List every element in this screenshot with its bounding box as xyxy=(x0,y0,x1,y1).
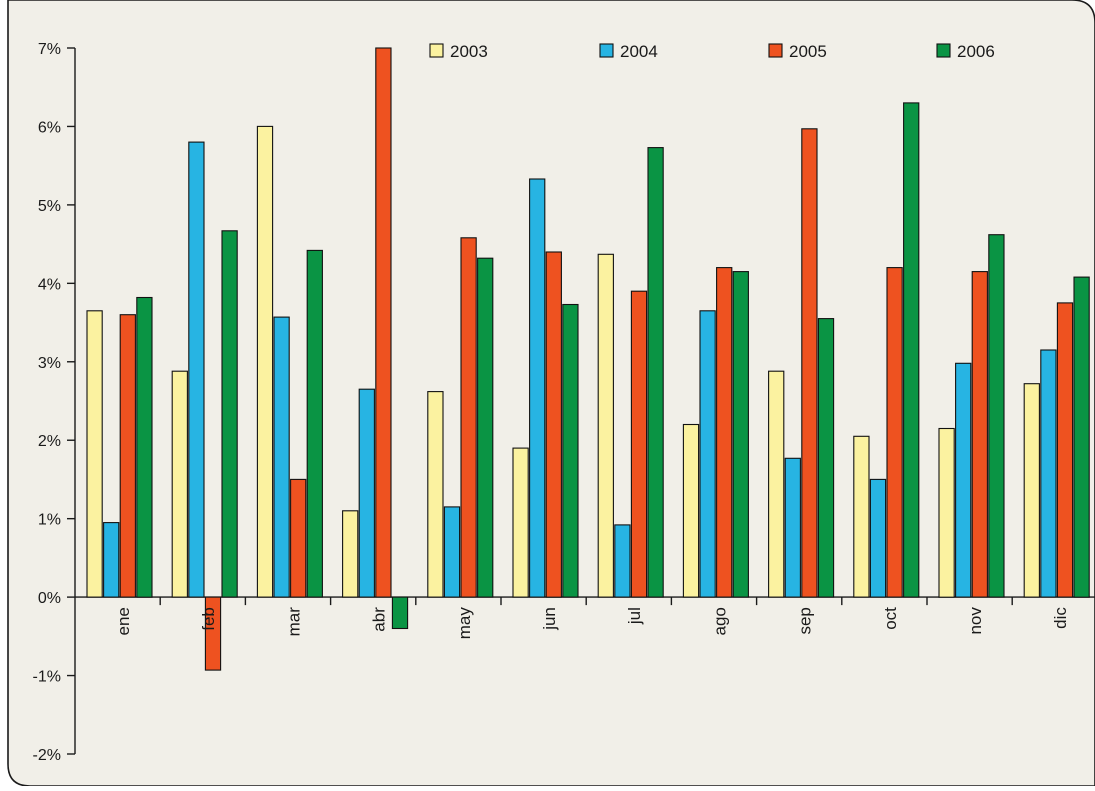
legend-item-2004: 2004 xyxy=(599,42,658,61)
bar-ago-2006 xyxy=(732,271,749,598)
bar-abr-2006 xyxy=(391,596,409,630)
bar-oct-2005 xyxy=(886,267,903,598)
legend-label: 2005 xyxy=(789,42,827,61)
x-category-label: feb xyxy=(199,607,218,631)
legend-label: 2006 xyxy=(957,42,995,61)
bar-ene-2005 xyxy=(119,314,136,598)
x-category-label: dic xyxy=(1051,607,1070,629)
bar-feb-2004 xyxy=(188,141,205,598)
bar-feb-2005 xyxy=(204,596,222,671)
bar-jun-2005 xyxy=(545,251,562,598)
x-category-label: abr xyxy=(370,607,389,632)
bar-abr-2005 xyxy=(375,47,392,598)
bar-mar-2006 xyxy=(306,249,323,598)
x-category-label: oct xyxy=(881,607,900,630)
axes xyxy=(67,47,1095,755)
y-tick-label: 5% xyxy=(38,198,61,215)
bar-ago-2003 xyxy=(682,423,700,598)
legend-label: 2004 xyxy=(620,42,658,61)
bar-oct-2006 xyxy=(903,102,920,598)
y-tick-label: -2% xyxy=(33,747,61,764)
bar-dic-2004 xyxy=(1040,349,1057,598)
bar-oct-2004 xyxy=(869,478,887,598)
legend-item-2005: 2005 xyxy=(768,42,827,61)
bar-may-2005 xyxy=(460,237,477,598)
bar-ago-2005 xyxy=(716,267,733,598)
legend-swatch xyxy=(768,43,783,58)
bar-may-2006 xyxy=(477,257,494,598)
bar-dic-2006 xyxy=(1073,276,1090,598)
bar-ene-2004 xyxy=(103,522,120,598)
x-category-label: ago xyxy=(710,607,729,635)
bar-jul-2005 xyxy=(630,290,648,598)
bar-ene-2003 xyxy=(86,310,103,598)
bar-nov-2005 xyxy=(971,271,988,598)
bar-oct-2003 xyxy=(853,435,870,598)
y-tick-label: 4% xyxy=(38,276,61,293)
bar-sep-2005 xyxy=(801,128,818,598)
bar-nov-2004 xyxy=(955,362,972,598)
bar-sep-2003 xyxy=(768,370,785,598)
legend-swatch xyxy=(599,43,614,58)
bar-ene-2006 xyxy=(136,296,153,598)
axis-labels: -2% -1% 0% 1% 2% 3% 4% 5% 6% 7% ene feb mar abr may jun… xyxy=(33,41,1071,764)
bar-may-2003 xyxy=(427,391,444,598)
bar-jul-2003 xyxy=(597,253,614,598)
bar-dic-2003 xyxy=(1023,383,1040,598)
bar-ago-2004 xyxy=(699,310,716,598)
bars xyxy=(86,47,1090,671)
bar-sep-2004 xyxy=(784,457,801,598)
x-category-label: mar xyxy=(284,607,303,637)
y-tick-label: 7% xyxy=(38,41,61,58)
y-tick-label: 2% xyxy=(38,433,61,450)
legend-swatch xyxy=(936,43,951,58)
bar-may-2004 xyxy=(443,506,461,598)
y-tick-label: -1% xyxy=(33,669,61,686)
bar-feb-2003 xyxy=(171,370,188,598)
bar-jun-2006 xyxy=(562,303,579,598)
bar-mar-2004 xyxy=(273,316,290,598)
x-category-label: sep xyxy=(796,607,815,634)
bar-sep-2006 xyxy=(817,318,835,598)
bar-dic-2005 xyxy=(1056,302,1074,598)
bar-mar-2003 xyxy=(256,125,274,598)
bar-abr-2003 xyxy=(342,510,359,598)
legend-swatch xyxy=(429,43,444,58)
legend-label: 2003 xyxy=(450,42,488,61)
legend-item-2003: 2003 xyxy=(429,42,488,61)
legend-item-2006: 2006 xyxy=(936,42,995,61)
bar-feb-2006 xyxy=(221,230,238,598)
bar-abr-2004 xyxy=(358,388,375,598)
legend: 2003 2004 2005 2006 xyxy=(429,42,995,61)
x-category-label: ene xyxy=(114,607,133,635)
bar-jul-2004 xyxy=(614,524,631,598)
x-category-label: jul xyxy=(625,607,644,625)
bar-jun-2004 xyxy=(529,178,546,598)
bar-nov-2006 xyxy=(988,234,1005,598)
x-category-label: jun xyxy=(540,607,559,631)
y-tick-label: 1% xyxy=(38,512,61,529)
y-tick-label: 6% xyxy=(38,119,61,136)
y-tick-label: 0% xyxy=(38,590,61,607)
x-category-label: nov xyxy=(966,607,985,635)
x-category-label: may xyxy=(455,607,474,640)
y-tick-label: 3% xyxy=(38,355,61,372)
bar-jul-2006 xyxy=(647,147,664,598)
bar-nov-2003 xyxy=(938,427,955,598)
bar-jun-2003 xyxy=(512,447,529,598)
bar-mar-2005 xyxy=(290,478,307,598)
